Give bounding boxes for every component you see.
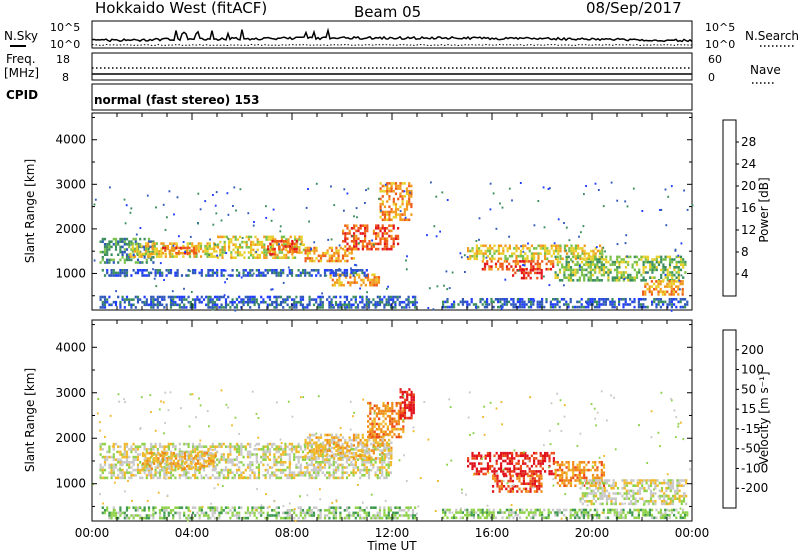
power-speckle	[93, 181, 694, 312]
velocity-echo-region	[142, 451, 217, 471]
power-echo-region	[642, 280, 684, 296]
cpid-value: normal (fast stereo) 153	[94, 93, 260, 107]
noise-max-left: 10^5	[50, 21, 80, 34]
power-ytick-label: 1000	[55, 266, 86, 280]
velocity-echo-region	[492, 474, 543, 493]
power-echo-region	[101, 269, 368, 277]
velocity-colorbar-tick: 100	[741, 363, 764, 377]
power-ylabel: Slant Range [km]	[23, 159, 37, 263]
power-colorbar-tick: 28	[741, 135, 756, 149]
velocity-echo-region	[399, 388, 415, 420]
power-echo-region	[442, 298, 689, 309]
nave-label: Nave	[750, 63, 781, 77]
power-ytick-label: 2000	[55, 222, 86, 236]
time-axis-label: Time UT	[366, 539, 417, 553]
power-colorbar-tick: 24	[741, 157, 756, 171]
cpid-panel: CPID normal (fast stereo) 153	[6, 83, 693, 111]
power-colorbar-tick: 4	[741, 267, 749, 281]
date-label: 08/Sep/2017	[586, 0, 682, 17]
power-colorbar-tick: 12	[741, 223, 756, 237]
noise-search-trace	[92, 43, 693, 47]
noise-min-left: 10^0	[50, 38, 80, 51]
power-colorbar-tick: 20	[741, 179, 756, 193]
velocity-ytick-label: 2000	[55, 431, 86, 445]
power-ytick-label: 3000	[55, 177, 86, 191]
velocity-ytick-label: 4000	[55, 340, 86, 354]
power-colorbar: 4 8 12 16 20 24 28	[722, 119, 756, 297]
nave-max: 60	[708, 53, 722, 66]
velocity-colorbar-tick: -15	[741, 422, 761, 436]
time-tick-label: 00:00	[675, 526, 710, 540]
power-colorbar-tick: 16	[741, 201, 756, 215]
power-echo-region	[329, 273, 381, 287]
freq-panel: Freq. [MHz] 18 8 60 0 Nave	[4, 52, 781, 84]
nsearch-label: N.Search	[745, 29, 799, 43]
time-tick-label: 04:00	[175, 526, 210, 540]
power-echo-region	[342, 224, 400, 251]
plot-title: Hokkaido West (fitACF)	[95, 0, 267, 17]
power-echo-region	[467, 244, 604, 261]
power-echo-region	[554, 255, 687, 282]
power-echo-region	[512, 269, 543, 280]
velocity-ylabel: Slant Range [km]	[23, 368, 37, 472]
noise-min-right: 10^0	[705, 38, 735, 51]
velocity-colorbar-label: Velocity [m s⁻¹]	[757, 371, 771, 464]
freq-label: Freq.	[6, 52, 36, 66]
time-tick-label: 12:00	[375, 526, 410, 540]
velocity-echo-region	[367, 401, 405, 439]
velocity-colorbar-tick: 50	[741, 382, 756, 396]
nave-min: 0	[708, 71, 715, 84]
freq-unit-label: [MHz]	[4, 66, 39, 80]
time-tick-label: 16:00	[475, 526, 510, 540]
velocity-colorbar-tick: -50	[741, 442, 761, 456]
noise-panel: N.Sky 10^5 10^0 10^5 10^0 N.Search	[4, 20, 799, 51]
power-colorbar-tick: 8	[741, 245, 749, 259]
power-echo-region	[379, 182, 413, 222]
velocity-speckle	[92, 389, 691, 522]
noise-sky-trace	[91, 27, 693, 43]
power-echo-region	[99, 295, 417, 309]
power-echo-region	[217, 235, 305, 259]
power-echo-region	[267, 240, 298, 256]
velocity-echo-region	[554, 461, 606, 487]
power-data	[93, 181, 694, 312]
power-colorbar-label: Power [dB]	[757, 177, 771, 242]
velocity-echo-region	[99, 442, 393, 480]
velocity-echo-region	[101, 506, 417, 520]
velocity-echo-region	[467, 451, 555, 476]
velocity-colorbar-tick: 15	[741, 402, 756, 416]
velocity-colorbar-tick: 200	[741, 343, 764, 357]
freq-min: 8	[62, 71, 69, 84]
power-echo-region	[304, 246, 356, 263]
power-echo-region	[162, 246, 198, 255]
nsky-label: N.Sky	[4, 29, 38, 43]
velocity-colorbar-tick: -200	[741, 481, 768, 495]
velocity-echo-region	[442, 508, 689, 520]
velocity-data	[92, 388, 691, 522]
velocity-panel: 1000 2000 3000 4000 00:00 04:00 08:00 12:00 16:…	[23, 113, 709, 553]
cpid-label: CPID	[6, 88, 38, 102]
freq-max: 18	[56, 53, 70, 66]
velocity-ytick-label: 3000	[55, 386, 86, 400]
power-ytick-label: 4000	[55, 133, 86, 147]
velocity-echo-region	[579, 479, 688, 506]
velocity-colorbar-tick: -100	[741, 461, 768, 475]
beam-label: Beam 05	[354, 3, 421, 21]
time-tick-label: 08:00	[275, 526, 310, 540]
power-echo-region	[481, 260, 555, 271]
noise-max-right: 10^5	[705, 21, 735, 34]
velocity-echo-region	[304, 433, 393, 460]
time-tick-label: 20:00	[575, 526, 610, 540]
time-tick-label: 00:00	[75, 526, 110, 540]
velocity-colorbar: 200 100 50 15 -15 -50 -100 -200	[722, 329, 768, 509]
power-panel: 1000 2000 3000 4000 Slant Range [km]	[23, 112, 694, 312]
velocity-ytick-label: 1000	[55, 477, 86, 491]
